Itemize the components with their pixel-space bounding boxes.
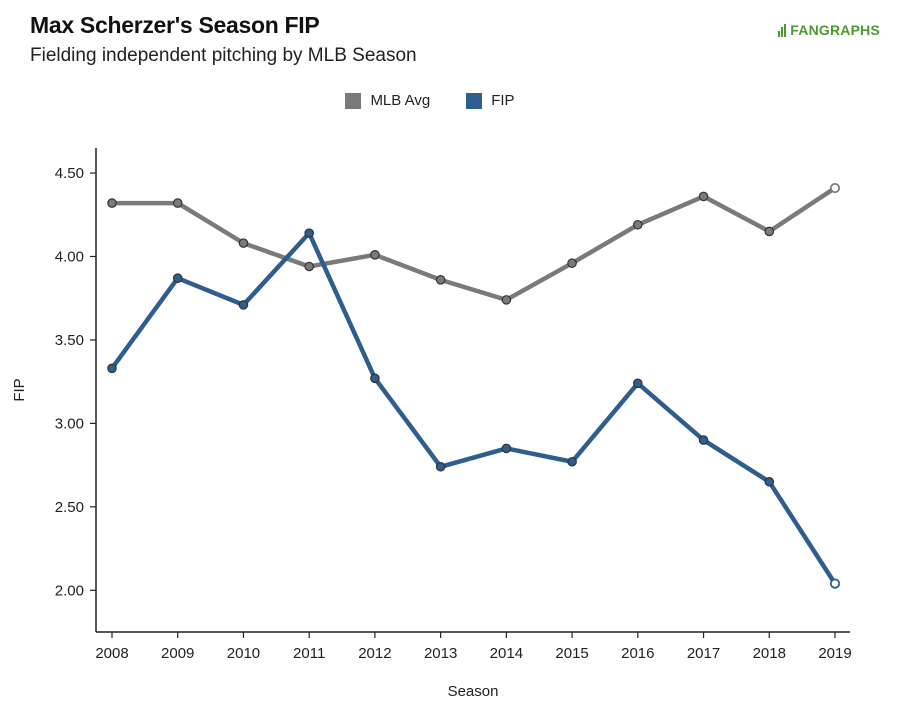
data-point-fip: [698, 435, 709, 445]
data-point-mlb-avg: [567, 258, 577, 268]
data-point-fip: [238, 300, 249, 310]
x-axis-title: Season: [448, 683, 499, 700]
data-point-fip: [633, 378, 643, 389]
x-tick-label: 2010: [227, 645, 260, 662]
data-point-mlb-avg: [107, 198, 117, 208]
fangraphs-logo[interactable]: FANGRAPHS: [778, 22, 880, 38]
x-tick-label: 2014: [490, 645, 523, 662]
data-point-mlb-avg: [435, 275, 446, 285]
data-point-mlb-avg: [370, 250, 380, 260]
x-tick-label: 2015: [555, 645, 588, 662]
x-tick-label: 2019: [818, 645, 851, 662]
chart-legend: MLB Avg FIP: [0, 92, 900, 109]
data-point-fip: [304, 228, 314, 238]
data-point-mlb-avg: [633, 219, 643, 230]
x-tick-label: 2013: [424, 645, 457, 662]
legend-label-fip: FIP: [491, 92, 515, 109]
x-tick-label: 2009: [161, 645, 194, 662]
data-point-fip: [107, 363, 117, 374]
legend-item-mlb-avg[interactable]: MLB Avg: [345, 92, 430, 109]
data-point-fip: [435, 461, 446, 472]
data-point-fip: [370, 373, 380, 384]
data-point-mlb-avg: [304, 261, 314, 272]
series-line-mlb-avg: [109, 185, 838, 303]
data-point-fip: [501, 443, 512, 454]
series-line-fip: [109, 230, 838, 586]
legend-swatch-fip: [466, 92, 483, 109]
data-point-mlb-avg: [238, 238, 249, 248]
y-tick-label: 4.50: [55, 165, 84, 182]
y-tick-label: 3.00: [55, 415, 84, 432]
data-point-fip: [829, 578, 841, 589]
legend-swatch-mlb-avg: [345, 92, 362, 109]
x-tick-label: 2011: [293, 645, 325, 662]
legend-item-fip[interactable]: FIP: [466, 92, 515, 109]
data-point-mlb-avg: [764, 226, 775, 237]
data-point-mlb-avg: [172, 198, 183, 208]
y-tick-label: 2.00: [55, 582, 84, 599]
data-point-mlb-avg: [698, 191, 709, 202]
y-axis-title: FIP: [11, 378, 28, 401]
fangraphs-bars-icon: [778, 23, 788, 37]
x-tick-label: 2012: [358, 645, 391, 662]
data-point-mlb-avg: [829, 182, 841, 194]
chart-title: Max Scherzer's Season FIP: [30, 12, 320, 38]
data-point-fip: [764, 476, 775, 487]
x-tick-label: 2016: [621, 645, 654, 662]
legend-label-mlb-avg: MLB Avg: [370, 92, 431, 109]
data-point-fip: [172, 273, 183, 283]
x-tick-label: 2008: [95, 645, 128, 662]
chart-subtitle: Fielding independent pitching by MLB Sea…: [30, 45, 417, 66]
brand-label: FANGRAPHS: [790, 22, 880, 38]
y-tick-label: 4.00: [55, 248, 84, 265]
x-tick-label: 2018: [753, 645, 786, 662]
x-tick-label: 2017: [687, 645, 720, 662]
y-tick-label: 3.50: [55, 332, 84, 349]
data-point-mlb-avg: [501, 295, 512, 305]
data-point-fip: [567, 456, 577, 467]
y-tick-label: 2.50: [55, 499, 84, 516]
